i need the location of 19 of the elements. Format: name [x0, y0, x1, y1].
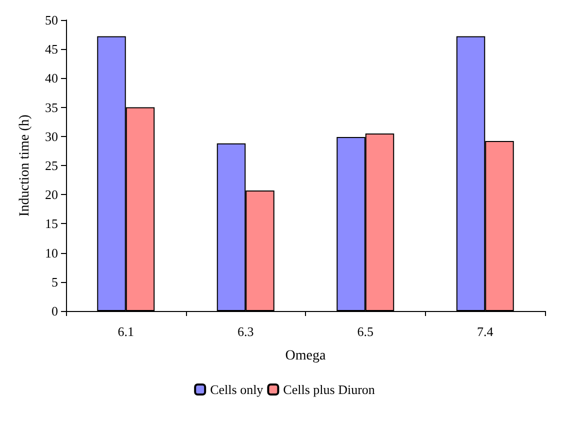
- y-tick-label: 35: [45, 100, 58, 115]
- y-tick-label: 20: [45, 187, 58, 202]
- y-tick-label: 15: [45, 216, 58, 232]
- y-tick-label: 45: [45, 42, 58, 57]
- x-tick-label: 6.3: [238, 324, 254, 339]
- legend-label: Cells only: [210, 382, 264, 397]
- y-tick-label: 40: [45, 70, 58, 86]
- x-tick-label: 7.4: [477, 324, 494, 339]
- y-tick-label: 50: [45, 12, 58, 28]
- y-tick-label: 30: [45, 128, 58, 144]
- y-axis-title: Induction time (h): [18, 114, 32, 216]
- y-tick-label: 10: [45, 245, 58, 260]
- x-tick-label: 6.5: [357, 324, 374, 339]
- y-tick-label: 0: [52, 304, 58, 318]
- x-tick-label: 6.1: [118, 324, 134, 339]
- y-tick-label: 5: [52, 274, 58, 290]
- y-tick-label: 25: [45, 158, 58, 173]
- x-axis-title: Omega: [285, 348, 326, 364]
- legend-label: Cells plus Diuron: [283, 382, 376, 397]
